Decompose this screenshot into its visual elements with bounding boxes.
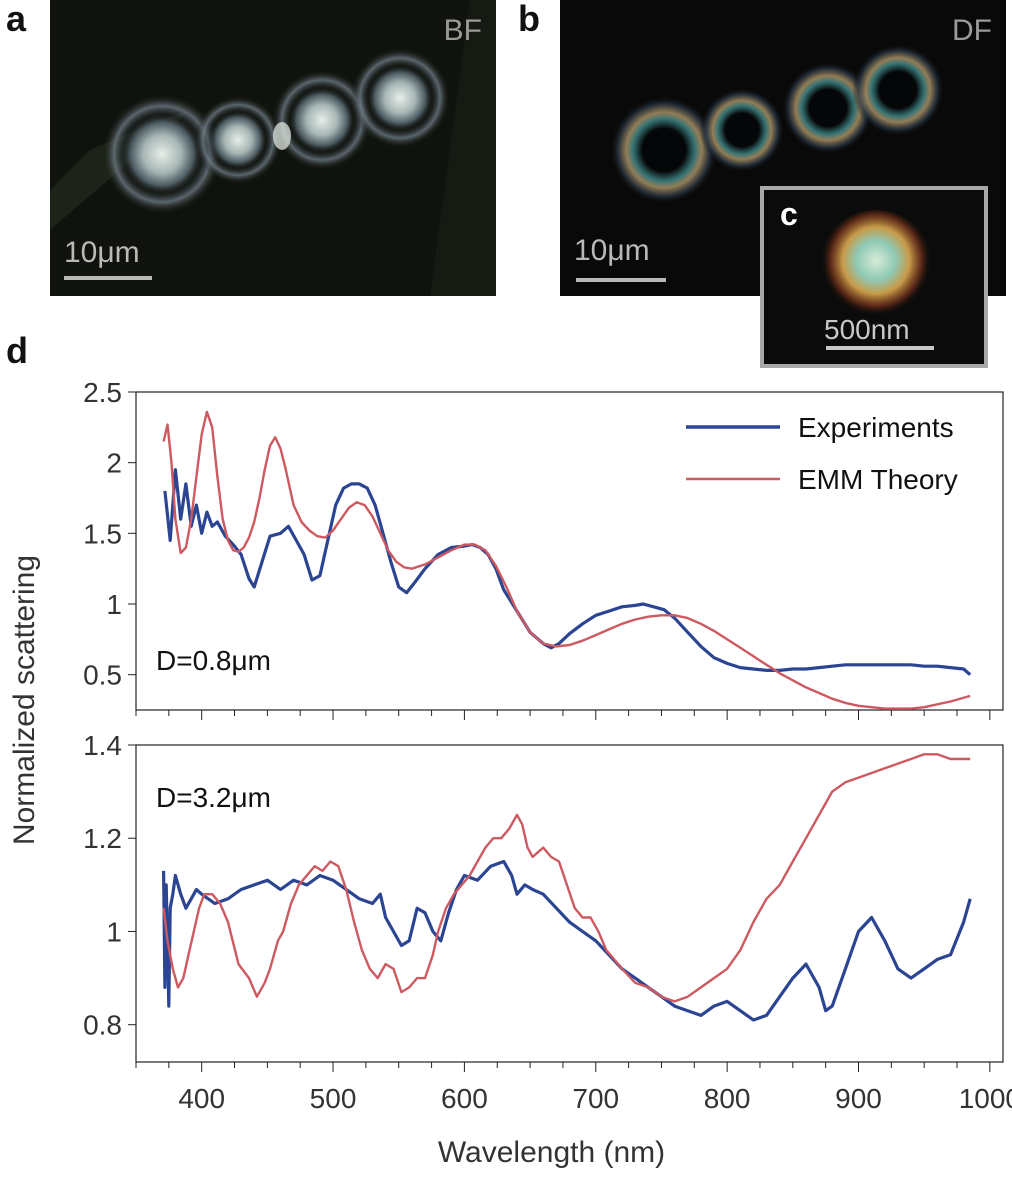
scalebar-label-c: 500nm bbox=[824, 314, 910, 345]
plot-bottom-series-theory bbox=[162, 753, 971, 1003]
darkfield-image bbox=[610, 44, 944, 204]
plot-bottom-ytick-label: 1.4 bbox=[83, 730, 122, 761]
plot-top-ytick-label: 2 bbox=[106, 448, 122, 479]
darkfield-tag: DF bbox=[952, 14, 992, 47]
legend-label-theory: EMM Theory bbox=[798, 464, 958, 495]
scalebar-label-a: 10μm bbox=[64, 236, 140, 269]
plot-top-frame bbox=[135, 391, 1004, 711]
panel-letter-b: b bbox=[518, 0, 540, 39]
plot-top-ytick-label: 1 bbox=[106, 589, 122, 620]
plot-bottom-xtick-label: 900 bbox=[835, 1083, 882, 1114]
x-axis-label: Wavelength (nm) bbox=[438, 1136, 665, 1169]
plot-bottom-ytick-label: 0.8 bbox=[83, 1010, 122, 1041]
plot-bottom-xtick-label: 800 bbox=[704, 1083, 751, 1114]
scalebar-a bbox=[64, 276, 152, 280]
plot-bottom-series-experiments bbox=[162, 859, 972, 1022]
plot-top-ytick-label: 0.5 bbox=[83, 660, 122, 691]
panel-letter-d: d bbox=[6, 330, 28, 371]
plot-bottom-xtick-label: 600 bbox=[441, 1083, 488, 1114]
panel-letter-c: c bbox=[780, 196, 798, 232]
plot-top-annotation: D=0.8μm bbox=[156, 645, 271, 676]
plot-bottom-xtick-label: 700 bbox=[572, 1083, 619, 1114]
plot-bottom-xtick-label: 1000 bbox=[959, 1083, 1012, 1114]
scalebar-c bbox=[826, 346, 934, 350]
single-particle-inset: c 500nm bbox=[760, 186, 988, 368]
plot-top-ytick-label: 2.5 bbox=[83, 377, 122, 408]
legend-label-experiments: Experiments bbox=[798, 412, 954, 443]
y-axis-label: Normalized scattering bbox=[8, 555, 41, 845]
brightfield-tag: BF bbox=[443, 14, 482, 47]
panel-letter-a: a bbox=[6, 0, 27, 39]
plot-bottom-xtick-label: 400 bbox=[178, 1083, 225, 1114]
brightfield-image bbox=[50, 0, 496, 296]
scalebar-label-b: 10μm bbox=[574, 234, 650, 267]
plot-bottom-annotation: D=3.2μm bbox=[156, 782, 271, 813]
plot-bottom-ytick-label: 1 bbox=[106, 916, 122, 947]
single-particle-image bbox=[820, 210, 932, 322]
plot-bottom-ytick-label: 1.2 bbox=[83, 823, 122, 854]
plot-top-ytick-label: 1.5 bbox=[83, 518, 122, 549]
plot-bottom-xtick-label: 500 bbox=[310, 1083, 357, 1114]
scalebar-b bbox=[576, 278, 666, 282]
plot-bottom-frame bbox=[135, 744, 1004, 1063]
brightfield-micrograph: BF 10μm bbox=[50, 0, 496, 296]
plot-top-series-theory bbox=[162, 410, 971, 710]
plot-top-series-experiments bbox=[163, 468, 972, 676]
